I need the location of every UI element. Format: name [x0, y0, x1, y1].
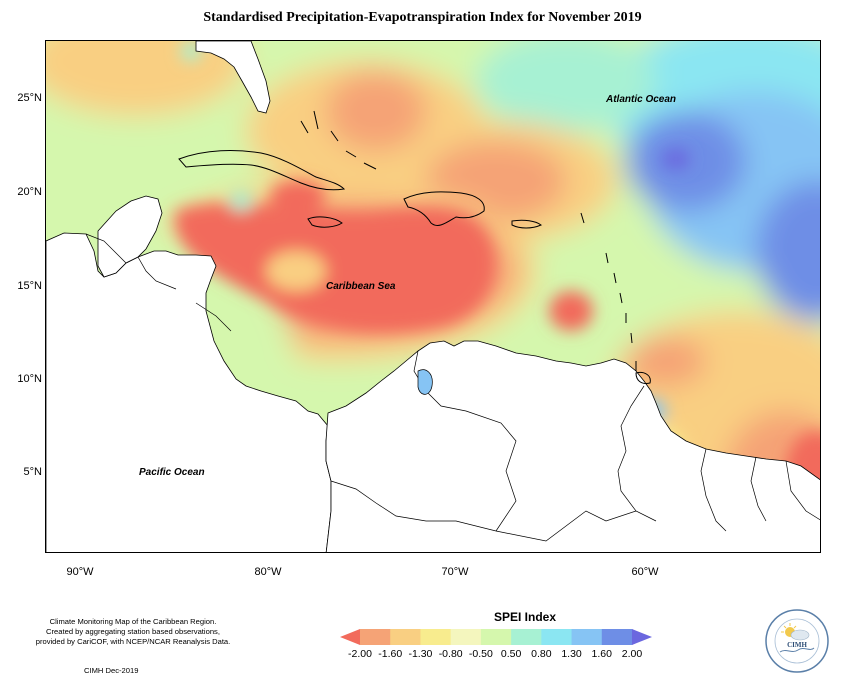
field-nw-yellow	[46, 41, 246, 116]
logo-text: CIMH	[787, 641, 807, 649]
legend-swatch	[601, 629, 633, 645]
island-hispaniola	[403, 191, 485, 226]
legend-tick-label: -0.80	[438, 648, 463, 660]
field-east-deepblue	[756, 181, 820, 321]
spei-map-canvas	[46, 41, 820, 552]
legend-tick-label: 2.00	[621, 648, 643, 660]
field-cuba-red	[270, 180, 326, 212]
border-guiana-brazil	[785, 460, 820, 521]
legend-tick-label: 1.30	[561, 648, 582, 660]
legend-colorbar	[340, 629, 652, 645]
border-colombia-south	[330, 480, 497, 532]
border-guyana-suriname	[700, 448, 727, 532]
border-central-2	[195, 302, 232, 332]
lon-label-60w: 60°W	[631, 566, 659, 578]
island-jamaica	[307, 216, 343, 228]
landmass	[46, 41, 820, 552]
field-red-core	[174, 203, 496, 333]
legend-swatch	[541, 629, 573, 645]
legend-swatch	[420, 629, 452, 645]
lon-label-70w: 70°W	[441, 566, 469, 578]
legend-tick-label: -1.30	[408, 648, 433, 660]
island-trinidad	[635, 372, 651, 384]
footer-credit: CIMH Dec-2019	[84, 666, 139, 675]
legend-tick-label: -2.00	[348, 648, 372, 660]
legend-swatch	[571, 629, 603, 645]
legend-swatch	[511, 629, 542, 645]
legend-tick-label: 1.60	[591, 648, 612, 660]
island-puerto-rico	[511, 219, 542, 229]
border-venezuela-guyana	[617, 385, 657, 522]
island-cuba	[178, 150, 346, 191]
footer-note-line: provided by CariCOF, with NCEP/NCAR Rean…	[35, 637, 231, 646]
spei-map	[45, 40, 821, 553]
lat-label-15n: 15°N	[17, 280, 42, 292]
footer-note: Climate Monitoring Map of the Caribbean …	[18, 617, 248, 647]
caribbean-sea-label: Caribbean Sea	[326, 281, 396, 292]
land-yucatan	[97, 195, 163, 278]
land-south-america	[325, 340, 820, 552]
island-outlines	[178, 110, 651, 384]
border-mexico	[85, 233, 127, 264]
border-suriname-guiana	[750, 456, 767, 522]
lon-label-90w: 90°W	[66, 566, 94, 578]
field-jamaica-light	[266, 251, 326, 291]
pacific-ocean-label: Pacific Ocean	[139, 467, 205, 478]
lake-maracaibo	[417, 369, 433, 395]
legend-title: SPEI Index	[493, 610, 557, 624]
lat-label-25n: 25°N	[17, 92, 42, 104]
footer-note-line: Climate Monitoring Map of the Caribbean …	[49, 617, 217, 626]
cimh-logo-icon: CIMH	[765, 609, 829, 673]
legend-swatch-high-arrow	[632, 629, 652, 645]
island-lesser-antilles	[580, 212, 637, 371]
lon-label-80w: 80°W	[254, 566, 282, 578]
legend-swatch-low-arrow	[340, 629, 360, 645]
field-cuba-cyan	[229, 191, 253, 211]
legend-tick-label: 0.80	[531, 648, 552, 660]
map-title: Standardised Precipitation-Evapotranspir…	[203, 10, 642, 25]
island-bahamas	[300, 110, 377, 170]
lat-label-10n: 10°N	[17, 373, 42, 385]
legend-swatch	[450, 629, 482, 645]
legend-tick-label: -1.60	[378, 648, 403, 660]
legend-tick-label: -0.50	[468, 648, 493, 660]
legend-swatch	[480, 629, 512, 645]
footer-note-line: Created by aggregating station based obs…	[46, 627, 220, 636]
field-red-east	[549, 291, 593, 331]
country-borders	[85, 233, 820, 542]
border-brazil-north	[495, 510, 637, 542]
lat-label-5n: 5°N	[23, 466, 42, 478]
field-mid-atlantic	[476, 41, 656, 131]
border-central-1	[137, 256, 177, 290]
lat-label-20n: 20°N	[17, 186, 42, 198]
field-bahamas-orange	[326, 71, 426, 151]
legend-swatch	[360, 629, 391, 645]
field-atlantic-core	[662, 149, 690, 169]
atlantic-ocean-label: Atlantic Ocean	[606, 94, 677, 105]
land-florida	[195, 41, 271, 114]
legend-swatch	[390, 629, 421, 645]
legend-tick-label: 0.50	[500, 648, 522, 660]
